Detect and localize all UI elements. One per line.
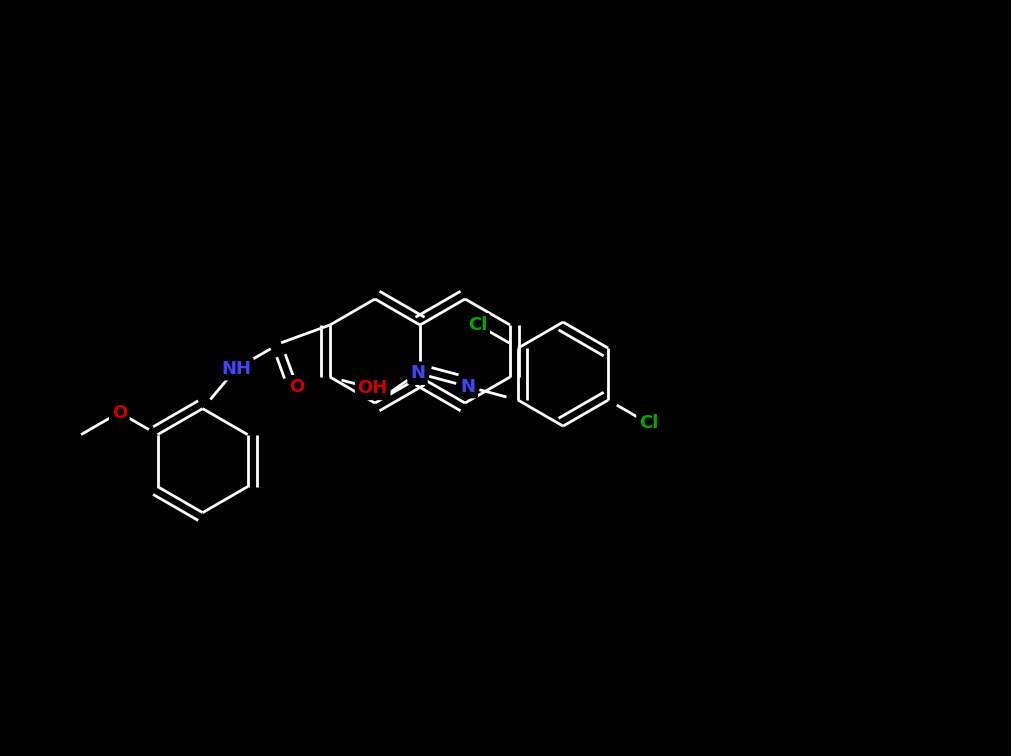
Text: Cl: Cl [638, 414, 658, 432]
Text: O: O [289, 378, 304, 395]
Text: O: O [111, 404, 126, 422]
Text: N: N [460, 378, 475, 395]
Text: OH: OH [357, 380, 387, 398]
Text: Cl: Cl [467, 316, 486, 333]
Text: NH: NH [220, 360, 251, 378]
Text: N: N [409, 364, 425, 383]
